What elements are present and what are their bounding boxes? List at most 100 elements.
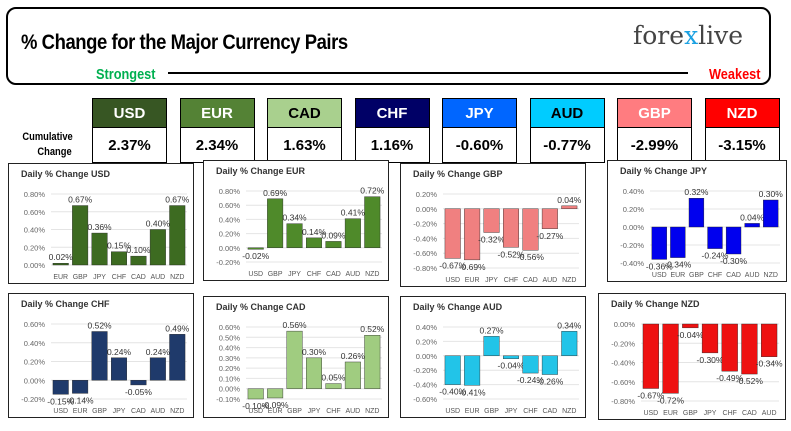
y-tick-label: 0.20% [24,243,46,252]
x-tick-label: USD [652,272,667,279]
data-label: 0.30% [302,347,327,357]
x-tick-label: AUD [745,272,760,279]
data-label: -0.09% [262,400,289,410]
x-tick-label: GBP [73,274,88,281]
data-label: 0.49% [165,323,190,333]
bar-chf [325,383,342,389]
chart-title: Daily % Change CHF [21,299,110,309]
bar-usd [52,380,69,395]
currency-box-aud: AUD -0.77% [529,98,605,163]
x-tick-label: CAD [726,272,741,279]
data-label: 0.02% [49,252,74,262]
bar-aud [149,357,166,381]
data-label: -0.41% [459,387,486,397]
chart-svg: -0.40% -0.20% 0.00% 0.20% 0.40% -0.36%USD -0.3… [620,187,783,279]
currency-box-jpy: JPY -0.60% [442,98,517,163]
bar-nzd [561,205,578,209]
data-label: 0.04% [740,212,765,222]
x-tick-label: GBP [268,271,283,278]
y-tick-label: 0.60% [24,208,46,217]
bar-chf [111,251,127,266]
bar-gbp [72,205,89,266]
bar-eur [72,380,89,394]
y-tick-label: 0.40% [219,344,241,353]
currency-box-cad: CAD 1.63% [267,98,342,163]
strength-scale-line [168,72,688,74]
y-tick-label: 0.00% [623,223,645,232]
y-tick-label: -0.40% [413,234,437,243]
data-label: -0.14% [67,395,94,405]
currency-name: AUD [529,98,605,128]
y-tick-label: 0.20% [416,190,438,199]
weakest-label: Weakest [709,66,761,83]
x-tick-label: USD [643,410,658,417]
bar-usd [444,208,461,259]
currency-box-eur: EUR 2.34% [179,98,255,163]
data-label: 0.09% [321,230,346,240]
bar-aud [541,208,558,229]
bar-nzd [364,335,381,389]
y-tick-label: 0.80% [24,190,46,199]
bar-nzd [169,334,186,381]
bar-eur [267,388,284,399]
bar-aud [149,229,166,266]
bar-cad [741,323,758,375]
data-label: -0.30% [720,256,747,266]
y-tick-label: -0.40% [620,259,644,268]
data-label: -0.34% [756,359,783,369]
data-label: -0.26% [536,377,563,387]
data-label: -0.52% [498,249,525,259]
data-label: -0.10% [242,401,269,411]
data-label: 0.34% [283,213,308,223]
y-tick-label: 0.20% [623,205,645,214]
x-tick-label: USD [53,408,68,415]
y-tick-label: -0.10% [216,395,240,404]
bar-gbp [483,336,500,357]
x-tick-label: AUD [150,274,165,281]
y-tick-label: 0.00% [416,205,438,214]
y-tick-label: -0.60% [413,249,437,258]
bar-jpy [306,357,322,389]
bar-cad [725,226,742,255]
x-tick-label: CAD [523,277,538,284]
bar-aud [761,323,778,357]
cumulative-value: 2.34% [179,128,255,163]
x-tick-label: JPY [485,277,498,284]
x-tick-label: GBP [484,408,499,415]
currency-box-nzd: NZD -3.15% [704,98,780,163]
y-tick-label: 0.30% [219,354,241,363]
data-label: 0.41% [341,208,366,218]
chart-panel-gbp: Daily % Change GBP -0.80% -0.60% -0.40% -0.2… [400,163,586,287]
x-tick-label: CHF [504,277,518,284]
x-tick-label: JPY [93,274,106,281]
data-label: 0.52% [360,324,385,334]
x-tick-label: GBP [683,410,698,417]
data-label: -0.67% [439,260,466,270]
x-tick-label: EUR [268,408,283,415]
bar-chf [707,226,723,249]
bar-jpy [503,355,519,359]
x-tick-label: NZD [170,408,184,415]
x-tick-label: EUR [465,277,480,284]
data-label: 0.24% [107,347,132,357]
x-tick-label: JPY [113,408,126,415]
x-tick-label: CHF [523,408,537,415]
bar-usd [651,226,667,260]
x-tick-label: NZD [764,272,778,279]
data-label: 0.15% [107,241,132,251]
x-tick-label: USD [248,408,263,415]
data-label: 0.67% [165,195,190,205]
data-label: -0.69% [459,262,486,272]
chart-title: Daily % Change NZD [611,299,700,309]
data-label: 0.14% [302,227,327,237]
y-tick-label: -0.40% [413,381,437,390]
data-label: -0.52% [736,376,763,386]
x-tick-label: JPY [704,410,717,417]
y-tick-label: 0.60% [219,323,241,332]
chart-title: Daily % Change JPY [620,166,708,176]
data-label: 0.34% [557,320,582,330]
strongest-label: Strongest [96,66,156,83]
cumulative-value: -0.60% [442,128,517,163]
data-label: -0.24% [517,375,544,385]
y-tick-label: 0.40% [623,187,645,196]
